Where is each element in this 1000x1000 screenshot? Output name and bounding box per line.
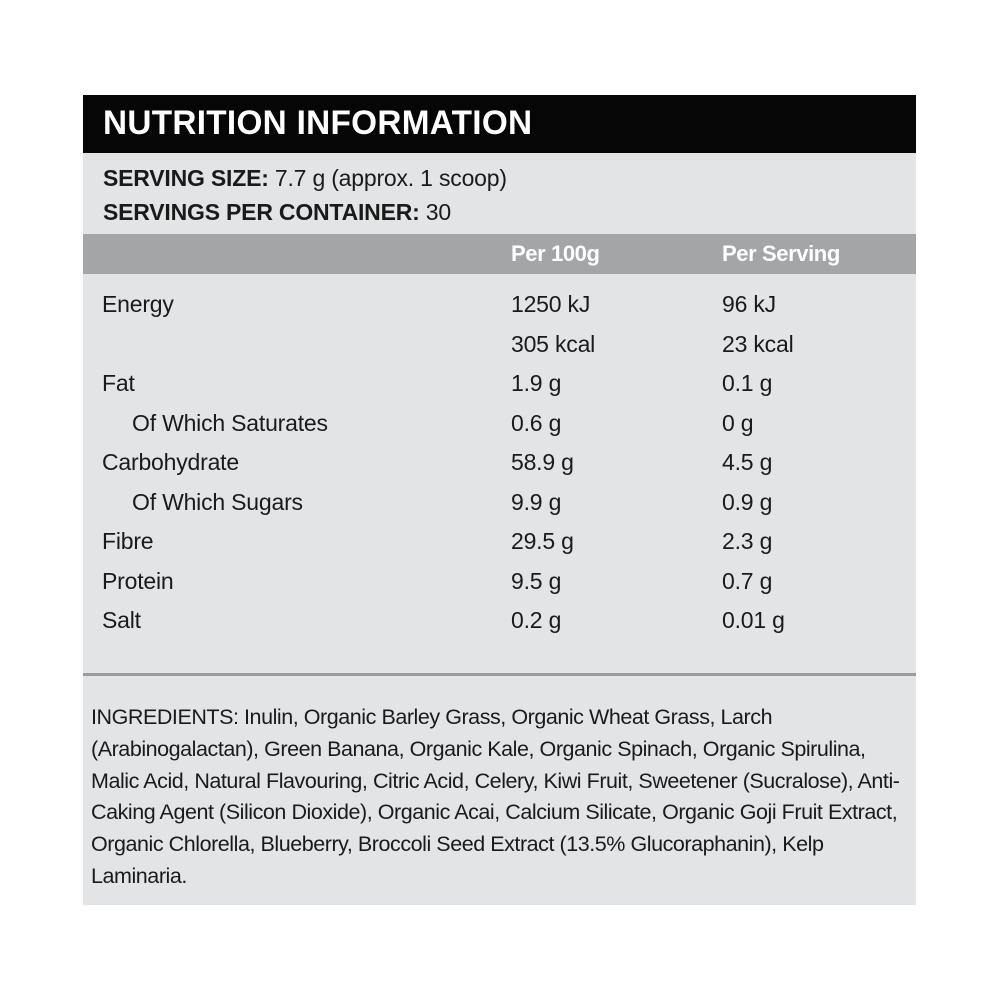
- table-row: Salt 0.2 g 0.01 g: [83, 607, 916, 647]
- nutrient-name: Of Which Sugars: [132, 488, 303, 515]
- ingredients-text: Inulin, Organic Barley Grass, Organic Wh…: [91, 705, 900, 888]
- value-per-serving: 0.01 g: [722, 607, 785, 633]
- value-per-serving: 0.9 g: [722, 488, 773, 515]
- nutrition-table: Energy 1250 kJ 96 kJ 305 kcal 23 kcal Fa…: [83, 291, 916, 647]
- value-per-100g: 58.9 g: [511, 449, 574, 475]
- section-divider: [83, 673, 916, 676]
- title-bar: NUTRITION INFORMATION: [83, 95, 916, 153]
- column-header-per-100g: Per 100g: [511, 241, 600, 266]
- value-per-serving: 23 kcal: [722, 330, 794, 357]
- column-header-bar: Per 100g Per Serving: [83, 234, 916, 274]
- value-per-100g: 29.5 g: [511, 528, 574, 554]
- table-row: 305 kcal 23 kcal: [83, 331, 916, 371]
- serving-size: SERVING SIZE: 7.7 g (approx. 1 scoop): [103, 165, 507, 192]
- value-per-serving: 0.1 g: [722, 370, 773, 396]
- table-row: Energy 1250 kJ 96 kJ: [83, 291, 916, 331]
- value-per-serving: 2.3 g: [722, 528, 773, 554]
- value-per-serving: 4.5 g: [722, 449, 773, 475]
- nutrition-panel: NUTRITION INFORMATION SERVING SIZE: 7.7 …: [83, 95, 916, 905]
- ingredients-label: INGREDIENTS:: [91, 705, 239, 729]
- servings-per-container-value: 30: [419, 199, 451, 225]
- nutrient-name: Of Which Saturates: [132, 409, 328, 436]
- nutrient-name: Salt: [102, 607, 141, 633]
- value-per-100g: 1.9 g: [511, 370, 562, 396]
- value-per-100g: 9.9 g: [511, 488, 562, 515]
- value-per-serving: 0.7 g: [722, 567, 773, 594]
- serving-size-value: 7.7 g (approx. 1 scoop): [268, 165, 507, 191]
- value-per-100g: 305 kcal: [511, 330, 596, 357]
- servings-per-container-label: SERVINGS PER CONTAINER:: [103, 199, 420, 225]
- value-per-serving: 96 kJ: [722, 291, 776, 317]
- ingredients-list: INGREDIENTS: Inulin, Organic Barley Gras…: [91, 702, 911, 893]
- nutrient-name: Protein: [102, 567, 174, 594]
- servings-per-container: SERVINGS PER CONTAINER: 30: [103, 199, 451, 226]
- serving-size-label: SERVING SIZE:: [103, 165, 269, 191]
- value-per-serving: 0 g: [722, 409, 754, 436]
- column-header-per-serving: Per Serving: [722, 241, 840, 266]
- value-per-100g: 0.6 g: [511, 409, 562, 436]
- table-row: Fibre 29.5 g 2.3 g: [83, 528, 916, 568]
- table-row: Fat 1.9 g 0.1 g: [83, 370, 916, 410]
- table-row: Of Which Sugars 9.9 g 0.9 g: [83, 489, 916, 529]
- nutrient-name: Fat: [102, 370, 135, 396]
- value-per-100g: 1250 kJ: [511, 291, 591, 317]
- nutrient-name: Energy: [102, 291, 174, 317]
- nutrient-name: Carbohydrate: [102, 449, 239, 475]
- table-row: Carbohydrate 58.9 g 4.5 g: [83, 449, 916, 489]
- nutrient-name: Fibre: [102, 528, 154, 554]
- value-per-100g: 0.2 g: [511, 607, 562, 633]
- panel-title: NUTRITION INFORMATION: [103, 104, 533, 142]
- value-per-100g: 9.5 g: [511, 567, 562, 594]
- table-row: Of Which Saturates 0.6 g 0 g: [83, 410, 916, 450]
- table-row: Protein 9.5 g 0.7 g: [83, 568, 916, 608]
